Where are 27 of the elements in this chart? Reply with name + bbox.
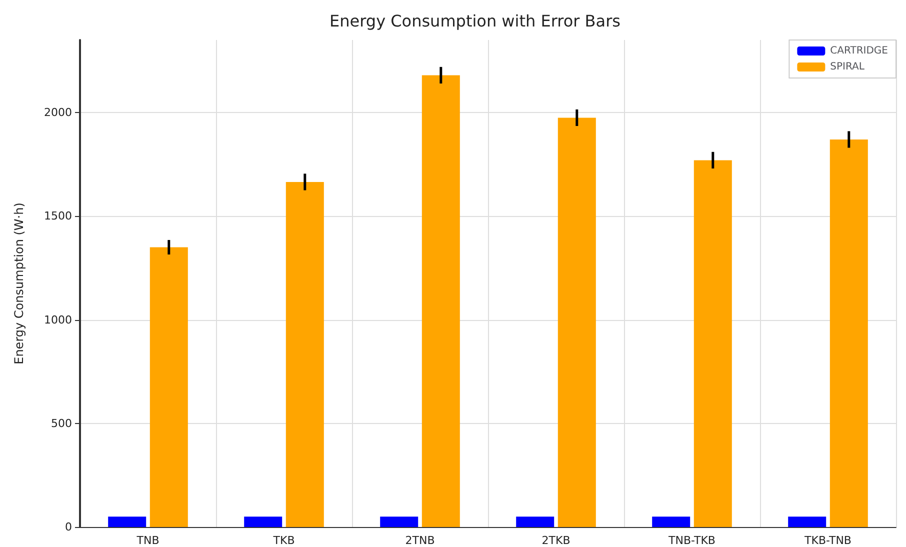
bar (422, 75, 460, 527)
legend-label: SPIRAL (830, 62, 865, 72)
bar (694, 160, 732, 527)
x-tick-label: TNB-TKB (668, 534, 716, 547)
y-tick-label: 2000 (44, 106, 72, 120)
x-tick-label: 2TNB (405, 534, 435, 547)
bar (830, 139, 868, 527)
y-tick-label: 1000 (44, 313, 72, 326)
x-tick-label: TKB (272, 534, 295, 547)
bar (652, 516, 690, 527)
x-tick-label: TNB (136, 534, 160, 547)
bar (108, 516, 146, 527)
y-axis-title: Energy Consumption (W·h) (12, 202, 26, 364)
bar (286, 182, 324, 527)
legend-label: CARTRIDGE (830, 46, 888, 56)
bar (150, 247, 188, 527)
x-tick-label: TKB-TNB (804, 534, 852, 547)
bar (244, 516, 282, 527)
y-tick-label: 0 (65, 520, 72, 534)
bar (380, 516, 418, 527)
bar (558, 118, 596, 527)
y-tick-label: 1500 (44, 210, 72, 223)
chart-title: Energy Consumption with Error Bars (330, 12, 620, 30)
x-tick-label: 2TKB (542, 534, 570, 547)
bar (516, 516, 554, 527)
bar (788, 516, 826, 527)
y-tick-label: 500 (51, 416, 72, 430)
